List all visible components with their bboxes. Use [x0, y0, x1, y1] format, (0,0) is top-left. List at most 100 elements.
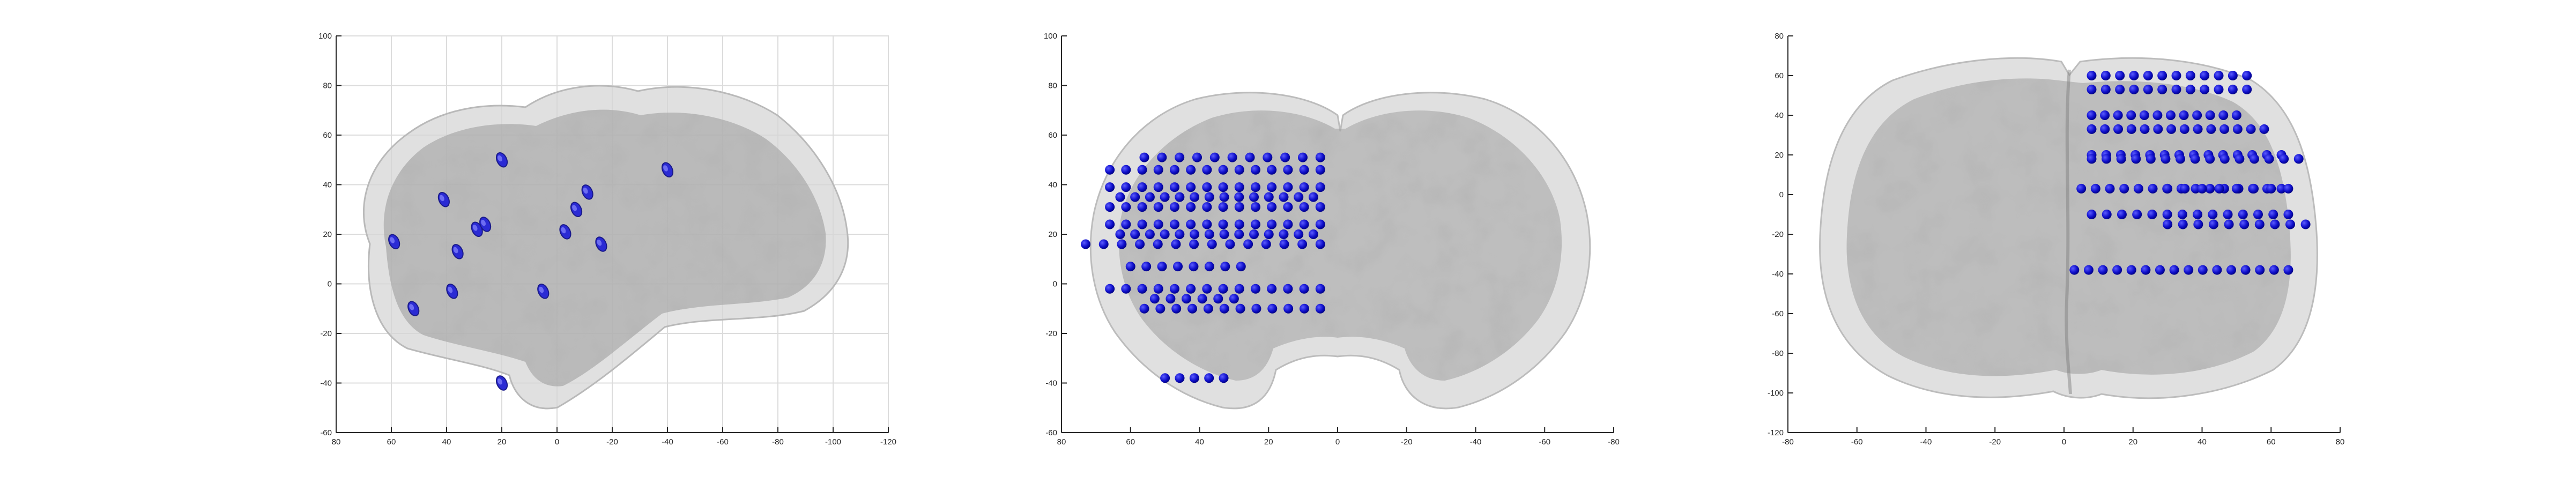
- sagittal-view-electrode-highlight: [572, 205, 577, 211]
- axial-view-electrode: [2115, 71, 2125, 80]
- axial-view-electrode: [2193, 124, 2203, 134]
- coronal-view-electrode: [1218, 182, 1228, 192]
- coronal-view-electrode: [1219, 373, 1229, 383]
- coronal-electrodes: [1081, 152, 1325, 383]
- coronal-view-electrode: [1187, 303, 1198, 314]
- coronal-view-electrode: [1234, 219, 1244, 229]
- coronal-view-electrode: [1125, 262, 1135, 272]
- axial-view-electrode: [2206, 124, 2216, 134]
- coronal-view-electrode: [1218, 165, 1228, 175]
- axial-view-electrode: [2131, 154, 2141, 164]
- coronal-view-y-tick-label: -60: [1045, 428, 1057, 437]
- sagittal-view-x-tick-label: -20: [606, 437, 618, 447]
- coronal-view-electrode: [1137, 165, 1147, 175]
- coronal-view-electrode: [1234, 192, 1244, 202]
- axial-axes: -80 -60 -40 -20 0 20 40 60 80 80 60 40 20 0 -20 -40 -60 -…: [1768, 32, 2344, 447]
- axial-view-electrode: [2268, 210, 2278, 219]
- axial-view-electrode: [2143, 84, 2153, 94]
- coronal-view-electrode: [1190, 192, 1200, 202]
- coronal-view-electrode: [1153, 219, 1163, 229]
- axial-view-electrode: [2157, 71, 2167, 80]
- coronal-panel: 80 60 40 20 0 -20 -40 -60 -80 100 80 60 40 20 0 -20 -40 -…: [1044, 32, 1620, 447]
- coronal-view-electrode: [1189, 239, 1199, 249]
- axial-view-electrode: [2255, 265, 2265, 275]
- sagittal-view-electrode: [581, 184, 593, 200]
- coronal-view-electrode: [1137, 284, 1147, 294]
- axial-view-electrode: [2087, 154, 2097, 164]
- sagittal-view-electrode-highlight: [472, 225, 478, 231]
- coronal-view-electrode: [1098, 239, 1109, 249]
- axial-view-electrode: [2231, 183, 2241, 194]
- coronal-view-electrode: [1121, 202, 1131, 212]
- sagittal-view-y-tick-label: 40: [323, 181, 332, 190]
- sagittal-view-electrode-highlight: [439, 195, 444, 202]
- coronal-view-x-tick-label: 60: [1126, 437, 1135, 447]
- coronal-view-electrode: [1175, 229, 1185, 239]
- axial-view-electrode: [2115, 84, 2125, 94]
- axial-view-electrode: [2140, 124, 2150, 134]
- sagittal-view-x-tick-label: -100: [825, 437, 841, 447]
- coronal-view-electrode: [1186, 219, 1196, 229]
- axial-view-y-tick-label: -100: [1768, 389, 1784, 398]
- axial-view-electrode: [2279, 154, 2289, 164]
- axial-view-electrode: [2126, 265, 2136, 275]
- coronal-view-electrode: [1153, 239, 1163, 249]
- axial-view-electrode: [2087, 210, 2097, 219]
- sagittal-view-electrode: [446, 284, 458, 299]
- axial-view-electrode: [2180, 183, 2190, 194]
- axial-view-electrode: [2193, 219, 2203, 229]
- axial-view-electrode: [2179, 124, 2189, 134]
- coronal-view-electrode: [1213, 294, 1223, 304]
- coronal-view-electrode: [1169, 202, 1179, 212]
- axial-view-electrode: [2264, 154, 2274, 164]
- coronal-view-electrode: [1297, 152, 1308, 162]
- sagittal-view-x-tick-label: -40: [662, 437, 673, 447]
- sagittal-view-x-tick-label: 0: [555, 437, 559, 447]
- coronal-view-electrode: [1186, 284, 1196, 294]
- axial-view-electrode: [2276, 183, 2287, 194]
- axial-view-x-tick-label: -80: [1782, 437, 1794, 447]
- coronal-view-electrode: [1165, 294, 1176, 304]
- coronal-view-electrode: [1153, 202, 1163, 212]
- coronal-view-electrode: [1263, 152, 1273, 162]
- axial-view-electrode: [2205, 183, 2215, 194]
- coronal-view-electrode: [1105, 219, 1115, 229]
- coronal-view-electrode: [1279, 239, 1289, 249]
- coronal-view-electrode: [1175, 152, 1185, 162]
- axial-view-electrode: [2242, 84, 2252, 94]
- axial-view-electrode: [2102, 154, 2112, 164]
- axial-view-x-tick-label: -40: [1920, 437, 1932, 447]
- coronal-view-y-tick-label: 40: [1048, 181, 1057, 190]
- coronal-view-electrode: [1173, 262, 1183, 272]
- sagittal-view-x-tick-label: 40: [442, 437, 451, 447]
- axial-view-electrode: [2176, 154, 2186, 164]
- axial-view-electrode: [2266, 183, 2276, 194]
- coronal-view-electrode: [1153, 165, 1163, 175]
- coronal-view-y-tick-label: 80: [1048, 81, 1057, 91]
- coronal-view-electrode: [1219, 303, 1229, 314]
- coronal-view-electrode: [1267, 182, 1277, 192]
- axial-view-electrode: [2161, 154, 2171, 164]
- axial-view-electrode: [2249, 183, 2259, 194]
- coronal-view-electrode: [1160, 229, 1170, 239]
- coronal-view-electrode: [1308, 192, 1318, 202]
- coronal-view-electrode: [1267, 202, 1277, 212]
- coronal-view-electrode: [1234, 182, 1244, 192]
- axial-view-x-tick-label: -60: [1851, 437, 1863, 447]
- coronal-view-electrode: [1250, 284, 1260, 294]
- sagittal-view-electrode-highlight: [390, 237, 395, 243]
- sagittal-view-electrode: [595, 236, 607, 252]
- axial-view-electrode: [2113, 124, 2124, 134]
- sagittal-view-y-tick-label: 80: [323, 81, 332, 91]
- axial-view-electrode: [2232, 124, 2243, 134]
- axial-view-electrode: [2147, 210, 2157, 219]
- axial-view-y-tick-label: -40: [1772, 270, 1784, 279]
- axial-view-electrode: [2283, 210, 2293, 219]
- coronal-view-electrode: [1283, 202, 1293, 212]
- coronal-view-electrode: [1267, 303, 1278, 314]
- coronal-view-x-tick-label: -80: [1608, 437, 1620, 447]
- coronal-view-electrode: [1203, 303, 1213, 314]
- coronal-view-electrode: [1141, 262, 1152, 272]
- coronal-view-electrode: [1145, 229, 1155, 239]
- coronal-view-x-tick-label: -60: [1539, 437, 1550, 447]
